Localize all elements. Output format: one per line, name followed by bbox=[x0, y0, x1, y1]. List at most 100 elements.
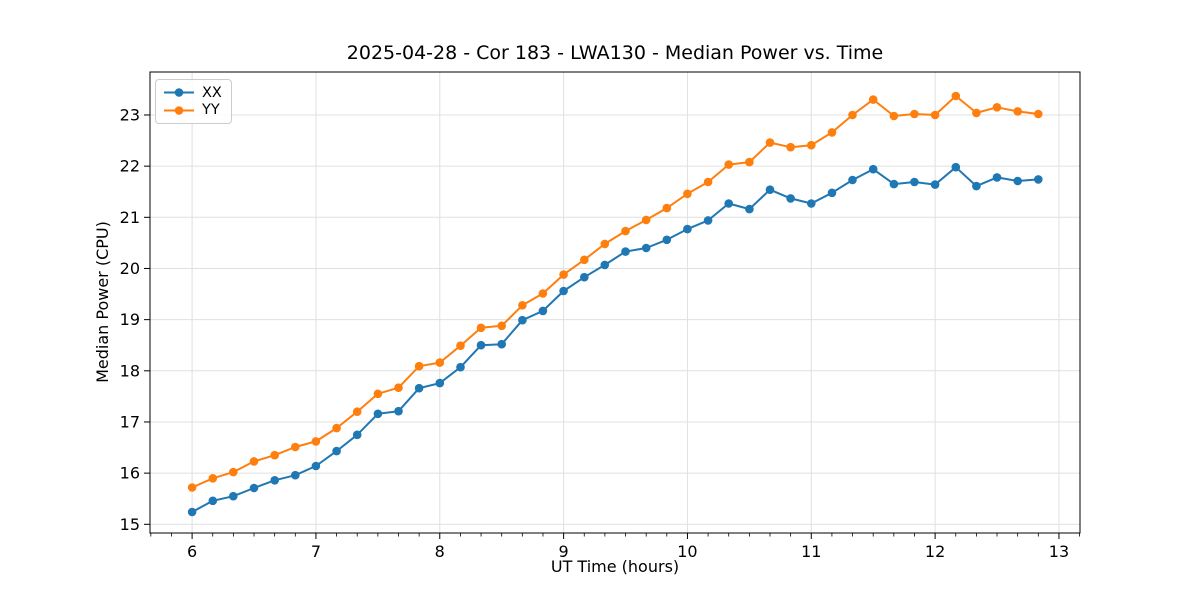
series-yy-point bbox=[229, 467, 238, 477]
series-xx-point bbox=[497, 339, 507, 349]
series-yy-point bbox=[497, 321, 507, 331]
series-xx-point bbox=[311, 461, 321, 471]
series-yy-point bbox=[1013, 107, 1022, 116]
series-yy-point bbox=[724, 160, 733, 169]
y-tick-label: 21 bbox=[120, 208, 140, 227]
series-yy-point bbox=[951, 91, 961, 101]
series-xx-point bbox=[889, 179, 899, 189]
y-tick-label: 23 bbox=[120, 105, 140, 124]
legend-label: YY bbox=[202, 102, 220, 118]
x-tick-label: 12 bbox=[925, 542, 945, 561]
x-tick-label: 9 bbox=[559, 542, 569, 561]
series-xx-point bbox=[249, 483, 259, 493]
legend-item-xx: XX bbox=[163, 84, 222, 101]
series-yy-point bbox=[208, 474, 218, 483]
series-xx-point bbox=[456, 362, 465, 372]
x-tick-label: 6 bbox=[187, 542, 197, 561]
legend-swatch-icon bbox=[164, 105, 194, 115]
series-xx-point bbox=[765, 185, 775, 194]
x-tick-label: 10 bbox=[677, 542, 697, 561]
legend-swatch-icon bbox=[164, 88, 194, 98]
series-yy-point bbox=[703, 177, 713, 187]
series-xx-point bbox=[868, 164, 878, 174]
series-yy-point bbox=[559, 270, 568, 279]
series-yy-point bbox=[641, 215, 651, 225]
series-yy-point bbox=[745, 157, 754, 167]
series-xx-point bbox=[807, 199, 816, 208]
y-tick-label: 22 bbox=[120, 157, 140, 176]
series-xx-point bbox=[435, 378, 445, 388]
series-xx-point bbox=[662, 235, 672, 245]
y-tick-label: 20 bbox=[120, 259, 140, 278]
series-xx-point bbox=[559, 286, 568, 296]
y-axis-label: Median Power (CPU) bbox=[93, 221, 112, 383]
series-xx-point bbox=[972, 181, 981, 191]
series-xx-point bbox=[208, 496, 218, 506]
series-yy-point bbox=[435, 358, 445, 367]
series-yy-point bbox=[683, 189, 692, 199]
chart-title: 2025-04-28 - Cor 183 - LWA130 - Median P… bbox=[347, 42, 883, 64]
x-tick-label: 7 bbox=[311, 542, 321, 561]
series-xx-point bbox=[951, 162, 961, 172]
legend-label: XX bbox=[202, 84, 222, 101]
series-yy-point bbox=[538, 289, 548, 298]
series-yy-point bbox=[910, 109, 919, 119]
series-xx-point bbox=[1013, 176, 1022, 186]
series-yy-point bbox=[807, 140, 816, 150]
series-yy-point bbox=[621, 226, 630, 236]
series-yy-point bbox=[249, 457, 259, 466]
series-yy-point bbox=[270, 450, 280, 460]
series-xx-point bbox=[683, 224, 692, 234]
y-tick-label: 17 bbox=[120, 412, 140, 431]
series-xx-point bbox=[538, 306, 548, 316]
series-xx-point bbox=[414, 383, 424, 393]
series-xx-point bbox=[270, 476, 280, 485]
series-xx-point bbox=[518, 315, 527, 325]
series-xx-point bbox=[1034, 175, 1043, 184]
series-yy-point bbox=[518, 301, 527, 310]
x-tick-label: 11 bbox=[801, 542, 821, 561]
series-yy-point bbox=[600, 239, 610, 249]
series-yy-point bbox=[662, 203, 672, 213]
x-tick-label: 8 bbox=[435, 542, 445, 561]
series-yy-point bbox=[352, 407, 362, 417]
series-yy-point bbox=[580, 255, 589, 265]
series-yy-point bbox=[868, 95, 878, 104]
legend-item-yy: YY bbox=[163, 103, 222, 118]
series-xx-point bbox=[827, 188, 837, 198]
y-tick-label: 16 bbox=[120, 464, 140, 483]
series-yy-point bbox=[476, 323, 486, 333]
series-xx-point bbox=[621, 247, 630, 256]
series-yy-point bbox=[765, 138, 775, 147]
series-xx-point bbox=[291, 470, 300, 480]
series-yy-point bbox=[827, 128, 837, 137]
series-xx-point bbox=[476, 340, 486, 350]
series-xx-point bbox=[910, 177, 919, 187]
series-yy-point bbox=[414, 361, 424, 371]
series-yy-point bbox=[311, 437, 321, 446]
series-xx-point bbox=[352, 430, 362, 440]
series-yy-point bbox=[848, 110, 857, 120]
y-tick-label: 18 bbox=[120, 361, 140, 380]
series-xx-line bbox=[191, 166, 1040, 513]
x-tick-label: 13 bbox=[1049, 542, 1069, 561]
y-tick-label: 19 bbox=[120, 310, 140, 329]
series-xx-point bbox=[992, 173, 1002, 182]
series-yy-point bbox=[332, 423, 341, 433]
series-yy-point bbox=[291, 442, 300, 452]
axes-frame bbox=[149, 71, 1081, 534]
series-xx-point bbox=[745, 204, 754, 214]
series-xx-point bbox=[600, 260, 610, 270]
series-yy-point bbox=[889, 111, 899, 121]
series-yy-point bbox=[930, 110, 940, 120]
series-yy-point bbox=[187, 483, 197, 492]
series-yy-line bbox=[191, 95, 1040, 489]
series-yy-point bbox=[394, 383, 403, 393]
series-xx-point bbox=[724, 199, 733, 208]
series-xx-point bbox=[848, 175, 857, 185]
series-xx-point bbox=[373, 409, 383, 419]
x-axis-label: UT Time (hours) bbox=[551, 557, 679, 576]
series-yy-point bbox=[786, 142, 795, 152]
